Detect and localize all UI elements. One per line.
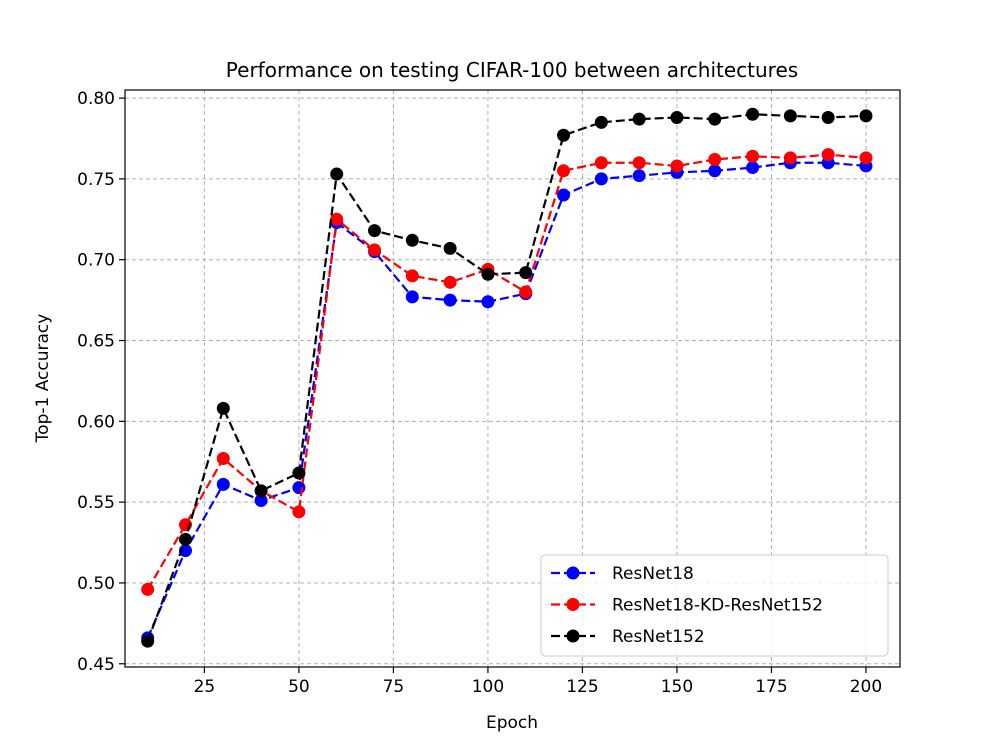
data-point (178, 532, 192, 546)
data-point (708, 152, 722, 166)
data-point (859, 151, 873, 165)
legend-entry: ResNet18-KD-ResNet152 (551, 596, 823, 616)
data-point (632, 169, 646, 183)
y-tick-label: 0.45 (77, 655, 115, 675)
legend-entry: ResNet18 (551, 564, 694, 584)
data-point (632, 156, 646, 170)
x-axis-label: Epoch (486, 713, 538, 733)
x-tick-label: 150 (661, 677, 693, 697)
data-point (481, 267, 495, 281)
data-point (632, 112, 646, 126)
legend-swatch-marker (566, 598, 580, 611)
legend-box (540, 554, 889, 657)
legend-swatch-marker (566, 629, 580, 643)
data-point (254, 494, 268, 508)
x-tick-label: 25 (194, 677, 216, 697)
data-point (292, 466, 306, 480)
data-point (594, 156, 608, 170)
x-tick-label: 125 (566, 677, 598, 697)
legend: ResNet18 ResNet18-KD-ResNet152 ResNet152 (540, 554, 889, 657)
y-tick-label: 0.65 (77, 332, 115, 352)
legend-label: ResNet18 (612, 564, 694, 584)
data-point (594, 115, 608, 129)
data-point (519, 285, 533, 299)
data-point (443, 275, 457, 289)
series-resnet18 (141, 156, 873, 645)
y-tick-label: 0.75 (77, 170, 115, 190)
data-point (141, 634, 155, 648)
data-point (783, 151, 797, 165)
legend-label: ResNet152 (612, 627, 705, 647)
data-point (859, 109, 873, 123)
data-point (746, 161, 760, 175)
data-point (557, 188, 571, 202)
data-point (216, 401, 230, 415)
data-point (443, 241, 457, 255)
axis-ticks: 25 50 75 100 125 150 175 200 0.45 0.50 0.55 0.60 0.6… (77, 89, 882, 697)
data-point (783, 109, 797, 123)
data-point (216, 477, 230, 491)
y-tick-label: 0.60 (77, 412, 115, 432)
x-tick-label: 200 (850, 677, 882, 697)
data-point (368, 224, 382, 238)
legend-label: ResNet18-KD-ResNet152 (612, 596, 823, 616)
series-line (146, 153, 867, 590)
data-point (141, 582, 155, 596)
data-point (216, 452, 230, 466)
data-point (405, 269, 419, 283)
data-point (670, 110, 684, 124)
data-point (519, 266, 533, 280)
y-tick-label: 0.55 (77, 493, 115, 513)
data-point (330, 167, 344, 181)
data-point (254, 484, 268, 498)
data-point (708, 164, 722, 178)
x-tick-label: 50 (288, 677, 310, 697)
y-tick-label: 0.70 (77, 251, 115, 271)
data-point (746, 149, 760, 163)
plot-frame (124, 89, 901, 668)
data-point (594, 172, 608, 186)
data-point (368, 243, 382, 257)
data-point (481, 295, 495, 309)
data-point (557, 128, 571, 142)
data-point (292, 505, 306, 519)
data-point (443, 293, 457, 307)
data-point (821, 110, 835, 124)
data-point (821, 148, 835, 162)
x-tick-label: 75 (383, 677, 405, 697)
y-tick-label: 0.50 (77, 574, 115, 594)
data-point (330, 212, 344, 226)
legend-swatch-marker (566, 566, 580, 580)
series-resnet152 (141, 107, 873, 648)
y-tick-label: 0.80 (77, 89, 115, 109)
legend-entry: ResNet152 (551, 627, 705, 647)
series-resnet18-kd-resnet152 (141, 148, 873, 596)
x-tick-label: 100 (472, 677, 504, 697)
series-layer (141, 107, 873, 648)
y-axis-label: Top-1 Accuracy (33, 314, 53, 444)
data-point (746, 107, 760, 121)
chart-title: Performance on testing CIFAR-100 between… (226, 58, 798, 82)
data-point (670, 159, 684, 173)
data-point (557, 164, 571, 178)
x-tick-label: 175 (755, 677, 787, 697)
data-point (405, 233, 419, 247)
data-point (405, 290, 419, 304)
data-point (708, 112, 722, 126)
